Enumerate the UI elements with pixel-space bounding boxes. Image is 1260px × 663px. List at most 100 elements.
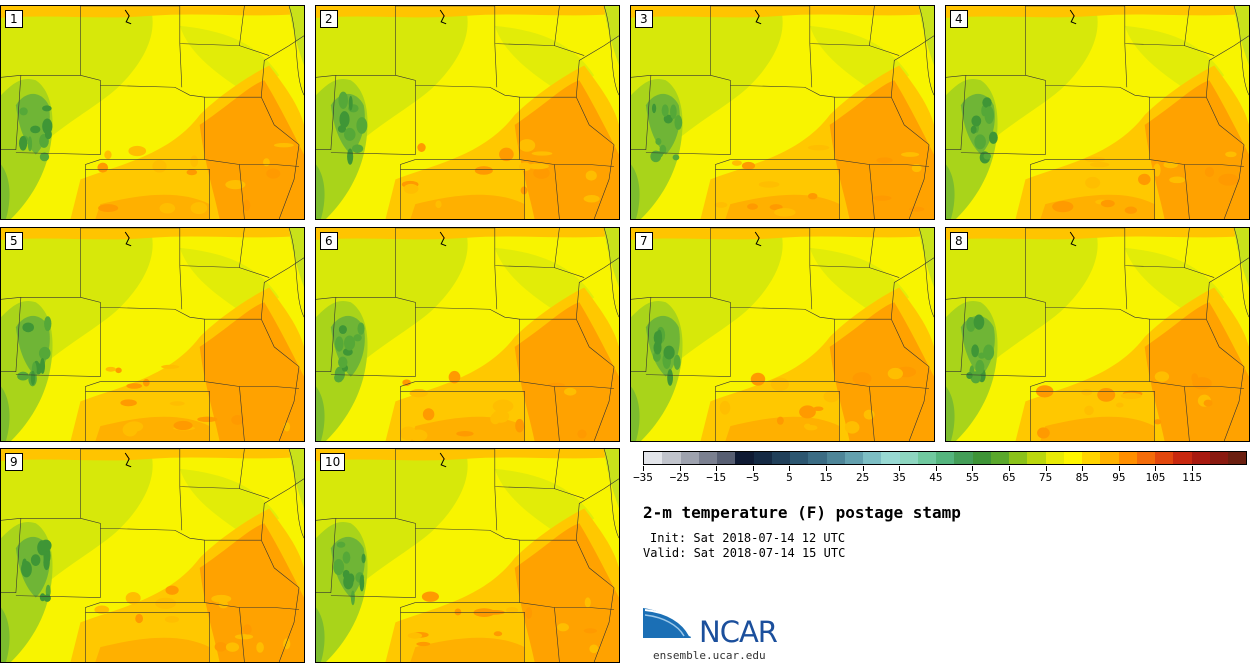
colorbar-tick-label: 35 (892, 471, 906, 484)
colorbar-swatch (753, 452, 772, 464)
colorbar-tick-label: 55 (965, 471, 980, 484)
member-number-label: 3 (635, 10, 653, 28)
colorbar-swatch (644, 452, 663, 464)
colorbar-swatch (826, 452, 845, 464)
colorbar-swatch (863, 452, 882, 464)
init-time: Init: Sat 2018-07-14 12 UTC (650, 531, 846, 545)
colorbar-swatch (990, 452, 1009, 464)
colorbar-swatch (1027, 452, 1046, 464)
colorbar-tick-label: 105 (1145, 471, 1166, 484)
member-number-label: 10 (320, 453, 346, 471)
colorbar-tick-label: 5 (786, 471, 793, 484)
colorbar-swatch (662, 452, 681, 464)
colorbar-swatch (698, 452, 717, 464)
map-canvas (316, 6, 619, 219)
colorbar-tick (1045, 466, 1047, 471)
colorbar-swatch (1009, 452, 1028, 464)
member-number-label: 2 (320, 10, 338, 28)
colorbar-tick-label: 85 (1075, 471, 1089, 484)
website-url[interactable]: ensemble.ucar.edu (653, 649, 766, 662)
colorbar-tick-label: 75 (1039, 471, 1053, 484)
colorbar-tick-label: 45 (929, 471, 943, 484)
valid-time: Valid: Sat 2018-07-14 15 UTC (643, 546, 846, 560)
colorbar-swatch (1173, 452, 1192, 464)
colorbar-tick (899, 466, 901, 471)
colorbar-tick (679, 466, 681, 471)
colorbar-swatch (844, 452, 863, 464)
colorbar-swatch (1082, 452, 1101, 464)
map-canvas (316, 228, 619, 441)
colorbar-swatch (917, 452, 936, 464)
colorbar-tick-label: −5 (746, 471, 760, 484)
colorbar-swatch (1100, 452, 1119, 464)
colorbar-tick-label: 15 (819, 471, 833, 484)
product-title: 2-m temperature (F) postage stamp (643, 503, 961, 522)
map-canvas (631, 228, 934, 441)
map-canvas (316, 449, 619, 662)
member-number-label: 7 (635, 232, 653, 250)
member-number-label: 6 (320, 232, 338, 250)
colorbar-swatch (717, 452, 736, 464)
colorbar-swatch (771, 452, 790, 464)
colorbar-tick-labels: −35 −25 −15 −5 5 15 25 35 45 55 65 75 85 95 105 115 (633, 466, 1247, 490)
map-canvas (1, 228, 304, 441)
colorbar-swatch (1118, 452, 1137, 464)
colorbar-swatch (1155, 452, 1174, 464)
colorbar-swatch (1136, 452, 1155, 464)
member-panel-4[interactable]: 4 (945, 5, 1250, 220)
colorbar-tick (972, 466, 974, 471)
member-number-label: 5 (5, 232, 23, 250)
colorbar-swatch (899, 452, 918, 464)
map-canvas (631, 6, 934, 219)
member-panel-5[interactable]: 5 (0, 227, 305, 442)
colorbar-tick (716, 466, 718, 471)
colorbar-tick (1009, 466, 1011, 471)
temperature-colorbar (643, 451, 1247, 465)
colorbar-tick (643, 466, 644, 471)
member-panel-10[interactable]: 10 (315, 448, 620, 663)
member-panel-8[interactable]: 8 (945, 227, 1250, 442)
colorbar-tick-label: −25 (669, 471, 690, 484)
member-panel-6[interactable]: 6 (315, 227, 620, 442)
colorbar-swatch (972, 452, 991, 464)
colorbar-tick (935, 466, 937, 471)
colorbar-tick-label: 65 (1002, 471, 1016, 484)
ncar-logo-icon (643, 608, 691, 638)
member-panel-3[interactable]: 3 (630, 5, 935, 220)
colorbar-tick (1118, 466, 1120, 471)
member-panel-2[interactable]: 2 (315, 5, 620, 220)
colorbar-tick (1192, 466, 1194, 471)
member-number-label: 9 (5, 453, 23, 471)
colorbar-swatch (1045, 452, 1064, 464)
colorbar-swatch (1063, 452, 1082, 464)
ncar-wordmark: NCAR (699, 615, 778, 649)
colorbar-tick-label: 95 (1112, 471, 1126, 484)
colorbar-tick-label: −35 (633, 471, 653, 484)
member-number-label: 1 (5, 10, 23, 28)
colorbar-tick (789, 466, 791, 471)
member-number-label: 8 (950, 232, 968, 250)
colorbar-tick-label: 25 (856, 471, 870, 484)
colorbar-swatch (680, 452, 699, 464)
map-canvas (946, 228, 1249, 441)
colorbar-swatch (808, 452, 827, 464)
member-panel-9[interactable]: 9 (0, 448, 305, 663)
map-canvas (1, 449, 304, 662)
colorbar-tick (1155, 466, 1157, 471)
colorbar-tick-label: 115 (1182, 471, 1203, 484)
colorbar-tick (862, 466, 864, 471)
colorbar-swatch (1209, 452, 1228, 464)
colorbar-swatch (1228, 452, 1247, 464)
colorbar-swatch (936, 452, 955, 464)
colorbar-tick (1082, 466, 1084, 471)
colorbar-tick (752, 466, 754, 471)
member-panel-1[interactable]: 1 (0, 5, 305, 220)
colorbar-tick-label: −15 (706, 471, 727, 484)
colorbar-swatch (1191, 452, 1210, 464)
colorbar-tick (826, 466, 828, 471)
map-canvas (1, 6, 304, 219)
colorbar-swatch (881, 452, 900, 464)
colorbar-swatch (790, 452, 809, 464)
colorbar-swatch (735, 452, 754, 464)
member-panel-7[interactable]: 7 (630, 227, 935, 442)
